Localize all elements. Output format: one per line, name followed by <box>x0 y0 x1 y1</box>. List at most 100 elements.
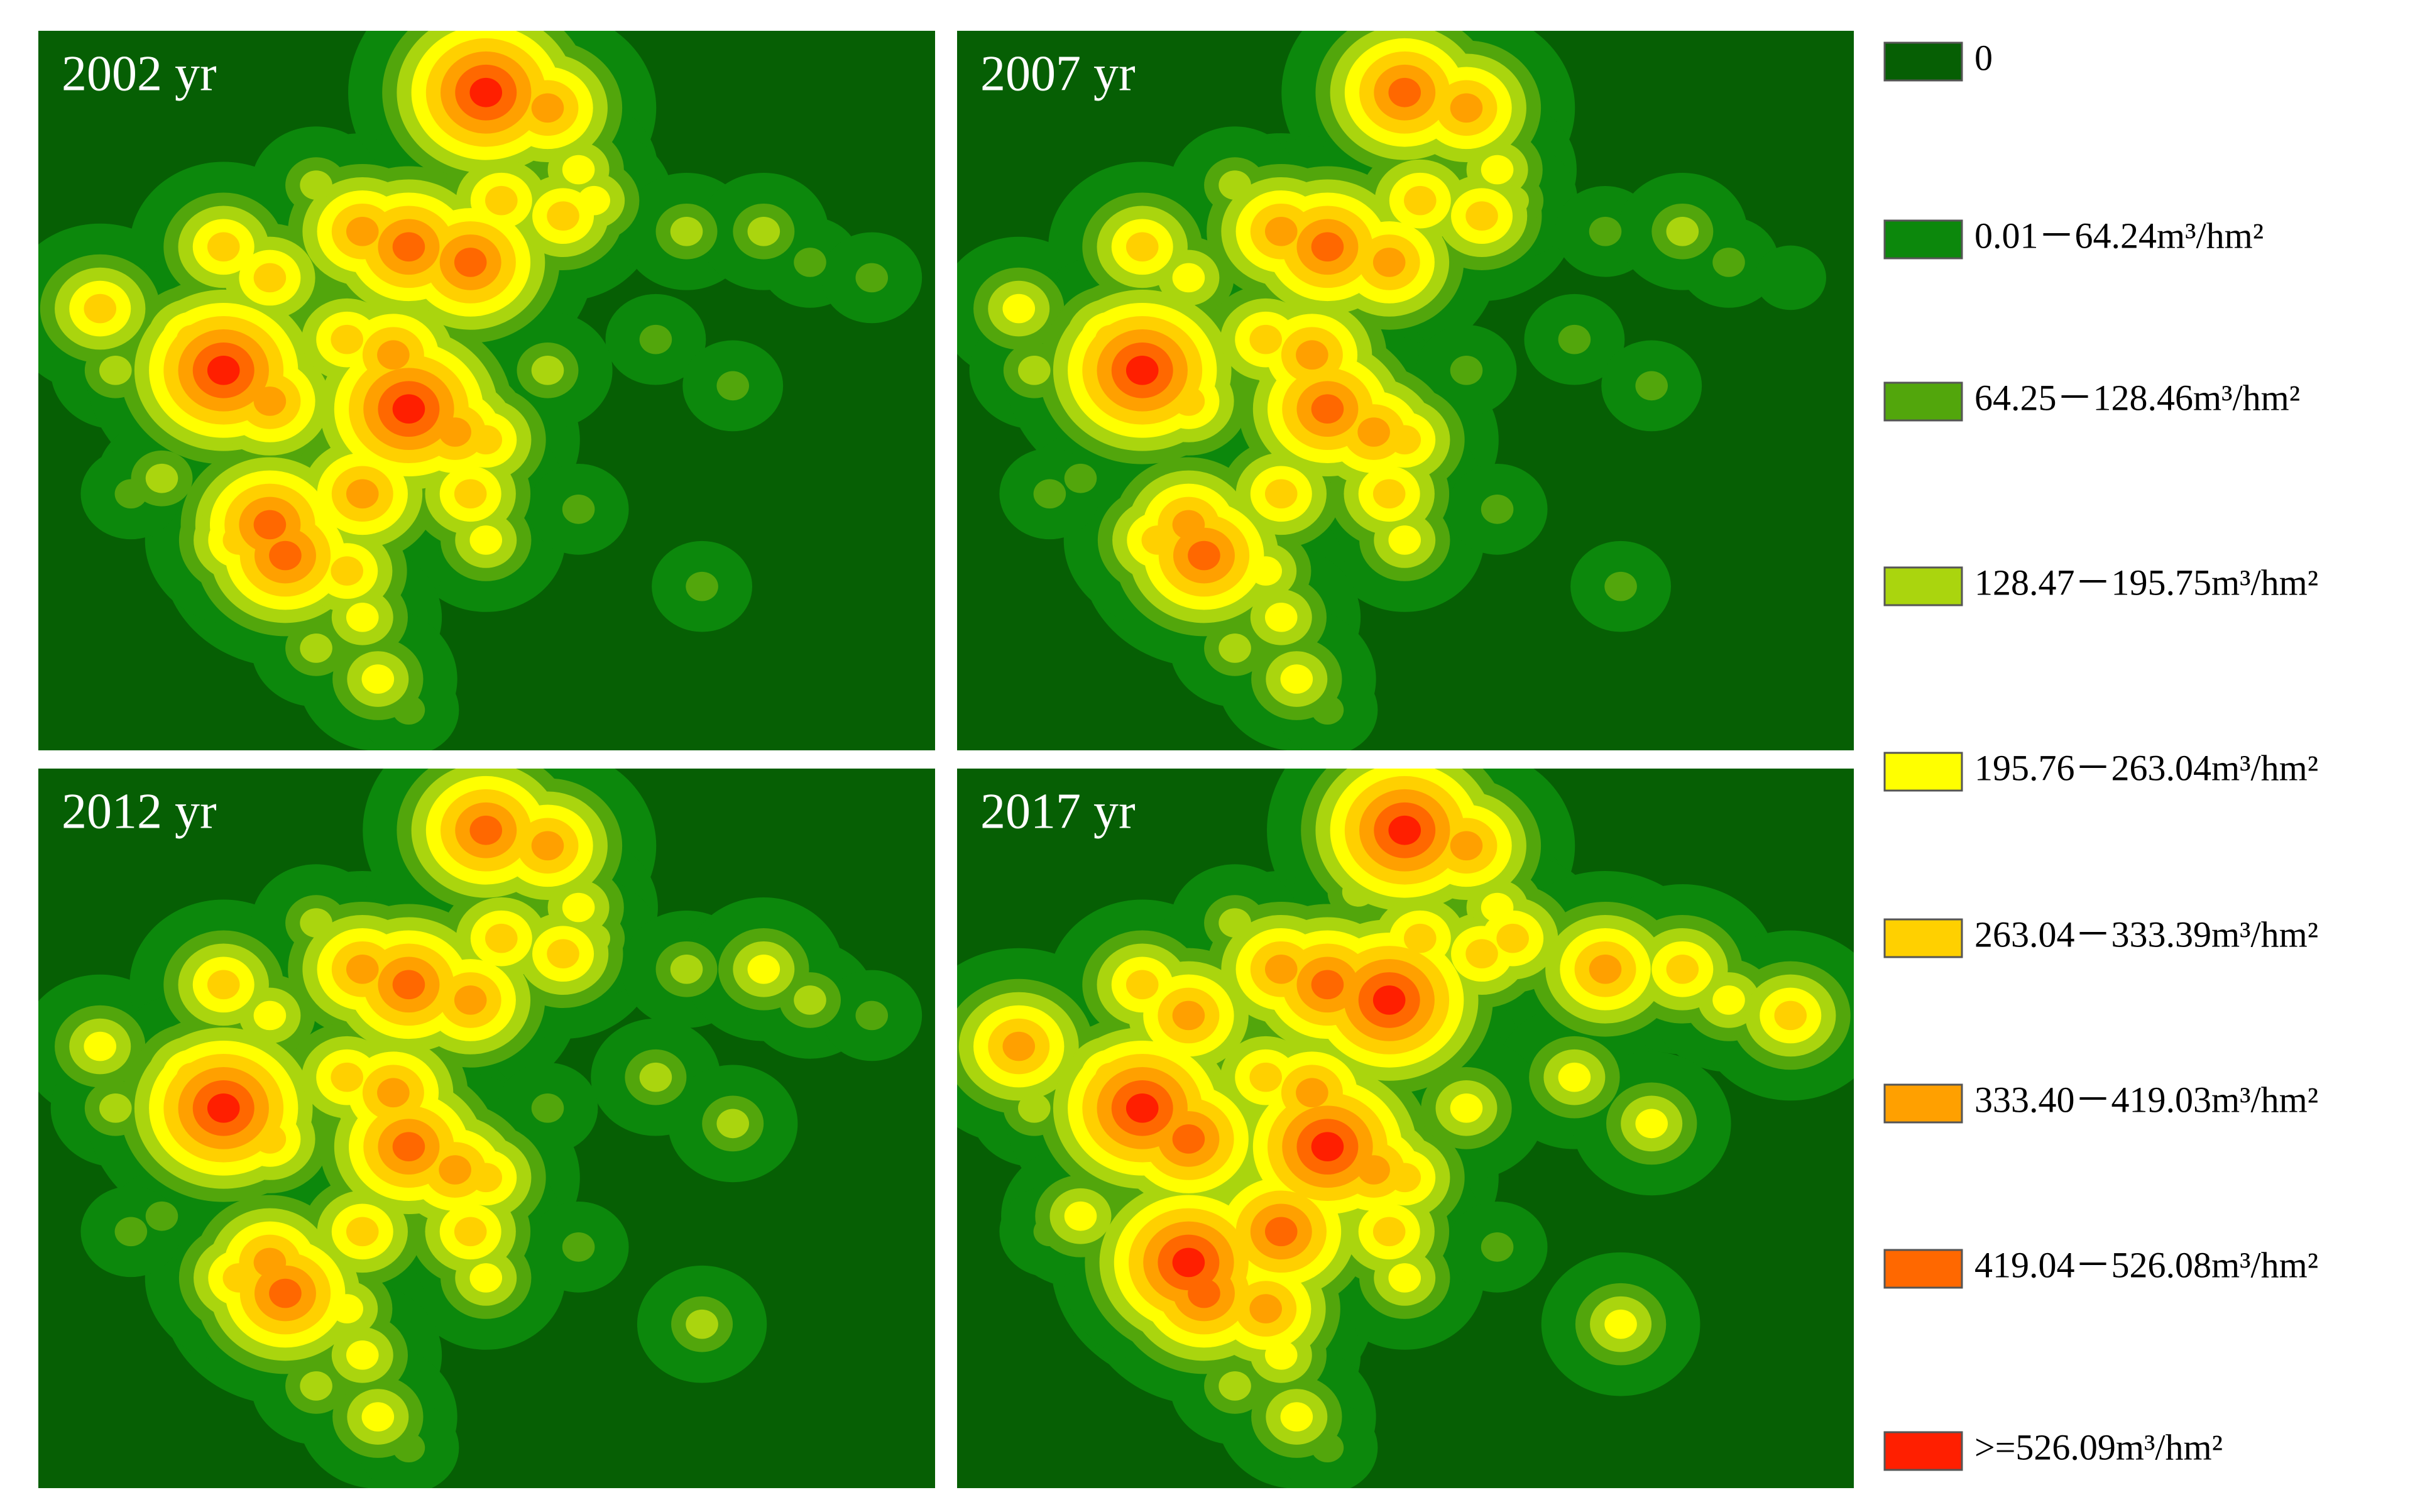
density-zone <box>794 985 826 1015</box>
legend-swatch <box>1883 1249 1963 1289</box>
density-zone <box>1372 479 1406 509</box>
density-zone <box>439 417 471 447</box>
density-zone <box>469 1163 503 1193</box>
density-zone <box>1357 1155 1390 1185</box>
density-zone <box>1450 93 1483 123</box>
density-zone <box>392 1433 425 1462</box>
density-zone <box>1481 155 1514 185</box>
density-zone <box>1172 386 1205 416</box>
map-panel <box>957 769 1854 1488</box>
density-zone <box>485 923 518 953</box>
density-zone <box>1558 324 1591 354</box>
density-zone <box>562 155 595 185</box>
legend-swatch <box>1883 918 1963 958</box>
density-zone <box>1311 695 1344 725</box>
density-zone <box>1249 324 1282 354</box>
density-zone <box>114 479 148 509</box>
density-zone <box>253 1124 287 1154</box>
legend-label: 195.76－263.04m³/hm² <box>1974 747 2318 788</box>
density-zone <box>1372 985 1406 1015</box>
density-zone <box>99 1093 132 1123</box>
density-zone <box>1125 970 1159 1000</box>
density-zone <box>346 479 379 509</box>
density-zone <box>686 571 718 601</box>
density-zone <box>1172 263 1205 293</box>
density-zone <box>346 1340 379 1370</box>
density-zone <box>346 954 379 984</box>
density-zone <box>1311 1433 1344 1462</box>
density-zone <box>1604 571 1637 601</box>
density-zone <box>1558 1062 1591 1092</box>
density-zone <box>1249 1294 1282 1323</box>
density-zone <box>469 425 503 455</box>
density-zone <box>346 216 379 246</box>
density-zone <box>1218 633 1251 663</box>
density-zone <box>469 525 503 555</box>
density-zone <box>1311 394 1344 424</box>
legend-swatch <box>1883 752 1963 792</box>
legend-swatch <box>1883 41 1963 82</box>
density-zone <box>670 216 703 246</box>
density-zone <box>207 232 240 262</box>
density-zone <box>145 1201 178 1231</box>
density-zone <box>392 1132 425 1162</box>
density-zone <box>1589 954 1622 984</box>
density-zone <box>1064 1201 1097 1231</box>
density-zone <box>1404 923 1437 953</box>
panel-label: 2012 yr <box>62 784 217 839</box>
density-zone <box>1311 232 1344 262</box>
density-zone <box>331 1062 363 1092</box>
density-zone <box>1264 1340 1298 1370</box>
density-zone <box>346 602 379 632</box>
density-zone <box>1388 1263 1421 1293</box>
density-zone <box>1481 495 1514 524</box>
density-zone <box>1404 185 1437 216</box>
density-zone <box>1296 1078 1328 1108</box>
density-zone <box>639 324 672 354</box>
legend-swatch <box>1883 1431 1963 1471</box>
density-zone <box>1264 602 1298 632</box>
legend-swatch <box>1883 381 1963 422</box>
density-zone <box>331 324 363 354</box>
density-zone <box>485 185 518 216</box>
density-zone <box>1002 293 1036 324</box>
density-zone <box>1125 232 1159 262</box>
density-zone <box>346 1217 379 1247</box>
density-zone <box>1589 216 1622 246</box>
density-zone <box>99 355 132 385</box>
density-zone <box>1188 1278 1220 1308</box>
density-zone <box>531 1093 564 1123</box>
density-zone <box>300 170 332 200</box>
density-zone <box>1249 1062 1282 1092</box>
density-zone <box>1218 908 1251 938</box>
density-zone <box>670 954 703 984</box>
legend-label: 419.04－526.08m³/hm² <box>1974 1244 2318 1285</box>
density-zone <box>1450 1093 1483 1123</box>
density-zone <box>84 1031 117 1061</box>
density-zone <box>207 355 240 385</box>
panel-label: 2017 yr <box>980 784 1136 839</box>
map-panel <box>957 31 1854 750</box>
density-zone <box>1264 216 1298 246</box>
density-zone <box>269 540 302 571</box>
density-zone <box>1712 248 1745 277</box>
density-zone <box>1388 1163 1421 1193</box>
density-zone <box>716 371 749 401</box>
density-zone <box>207 1093 240 1123</box>
density-zone <box>1481 1232 1514 1262</box>
density-zone <box>392 232 425 262</box>
density-zone <box>1218 1371 1251 1401</box>
legend-swatch <box>1883 1083 1963 1124</box>
density-zone <box>794 248 826 277</box>
legend-swatch <box>1883 566 1963 606</box>
density-zone <box>439 1155 471 1185</box>
density-zone <box>686 1309 718 1339</box>
density-zone <box>562 495 595 524</box>
legend-swatch <box>1883 219 1963 260</box>
density-zone <box>547 939 579 969</box>
density-zone <box>1755 245 1826 310</box>
density-zone <box>392 970 425 1000</box>
density-zone <box>1388 425 1421 455</box>
density-zone <box>1280 1402 1313 1432</box>
density-zone <box>84 293 117 324</box>
